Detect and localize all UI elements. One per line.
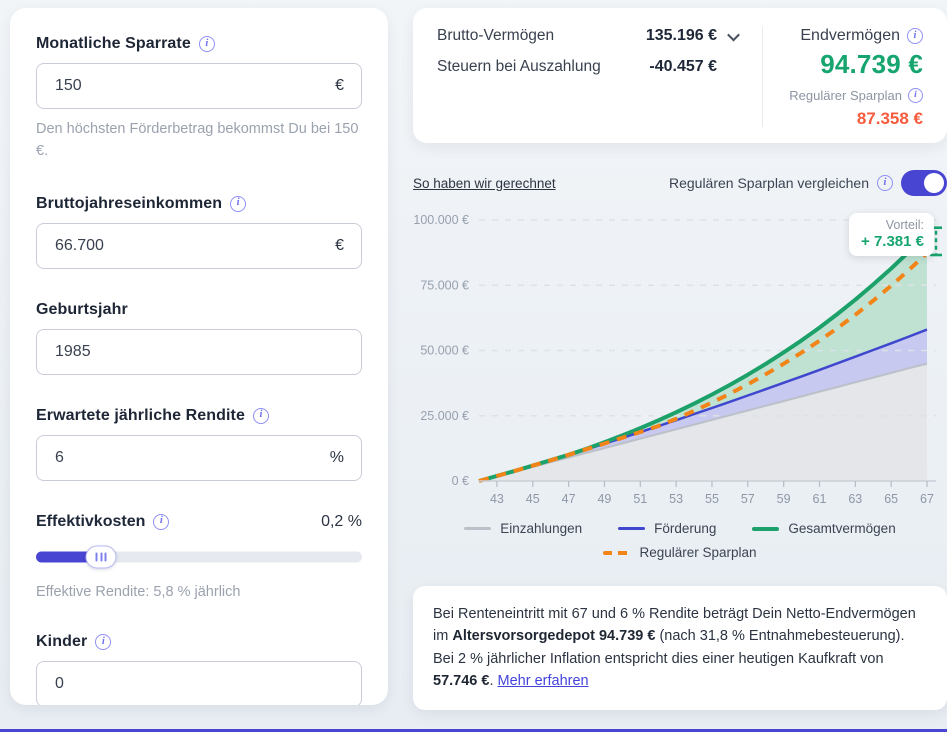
monthly-savings-input[interactable] (36, 63, 362, 109)
monthly-savings-help: Den höchsten Förderbetrag bekommst Du be… (36, 121, 359, 159)
legend-swatch (618, 527, 646, 530)
advantage-label: Vorteil: (885, 218, 924, 232)
advantage-value: + 7.381 € (861, 233, 924, 250)
slider-fill (36, 551, 102, 562)
how-calculated-link[interactable]: So haben wir gerechnet (413, 175, 556, 191)
toggle-knob (924, 173, 944, 193)
svg-text:47: 47 (562, 492, 576, 506)
field-expected-return: Erwartete jährliche Rendite i % (36, 407, 362, 481)
legend-item-gesamtvermoegen: Gesamtvermögen (752, 521, 896, 536)
monthly-savings-label: Monatliche Sparrate (36, 35, 191, 52)
percent-unit: % (329, 448, 344, 466)
info-icon[interactable]: i (908, 88, 923, 103)
field-children: Kinder i (36, 633, 362, 705)
expected-return-label: Erwartete jährliche Rendite (36, 406, 245, 424)
expected-return-input[interactable] (36, 434, 362, 481)
bottom-accent-bar (0, 729, 947, 732)
svg-text:55: 55 (705, 492, 719, 506)
explanation-text: Bei Renteneintritt mit 67 und 6 % Rendit… (433, 606, 916, 645)
currency-unit: € (335, 77, 344, 94)
result-explanation: Bei Renteneintritt mit 67 und 6 % Rendit… (433, 603, 927, 693)
info-icon[interactable]: i (198, 36, 215, 52)
legend-label: Regulärer Sparplan (639, 545, 757, 560)
svg-text:53: 53 (669, 492, 683, 506)
wealth-chart: Vorteil: + 7.381 € 0 € 25.000 € 50.000 € 75… (413, 205, 947, 511)
regular-plan-label: Regulärer Sparplan (789, 88, 902, 103)
input-panel: Monatliche Sparrate i € Den höchsten För… (10, 8, 388, 705)
payout-tax-label: Steuern bei Auszahlung (437, 58, 601, 75)
svg-text:25.000 €: 25.000 € (420, 409, 469, 423)
info-icon[interactable]: i (153, 513, 170, 530)
slider-track[interactable] (36, 551, 362, 562)
legend-label: Einzahlungen (500, 521, 583, 536)
birth-year-input[interactable] (36, 328, 362, 375)
info-icon[interactable]: i (877, 175, 893, 191)
info-icon[interactable]: i (230, 195, 247, 212)
field-monthly-savings: Monatliche Sparrate i € Den höchsten För… (36, 35, 362, 163)
field-gross-income: Bruttojahreseinkommen i € (36, 195, 362, 269)
explanation-text: . (489, 673, 498, 690)
explanation-highlight: Altersvorsorgedepot 94.739 € (452, 628, 656, 645)
svg-text:50.000 €: 50.000 € (420, 344, 469, 358)
currency-unit: € (335, 236, 344, 254)
effective-costs-slider[interactable] (36, 545, 362, 568)
svg-text:100.000 €: 100.000 € (413, 213, 469, 227)
svg-text:57: 57 (741, 492, 755, 506)
svg-text:65: 65 (884, 492, 898, 506)
summary-breakdown: Brutto-Vermögen 135.196 € Steuern bei Au… (437, 27, 763, 127)
learn-more-link[interactable]: Mehr erfahren (497, 673, 589, 690)
svg-text:63: 63 (848, 492, 862, 506)
gross-wealth-value: 135.196 € (645, 27, 717, 44)
legend-item-regulaerer-sparplan: Regulärer Sparplan (603, 545, 757, 560)
legend-swatch (603, 550, 631, 555)
summary-card: Brutto-Vermögen 135.196 € Steuern bei Au… (413, 8, 947, 143)
legend-swatch (464, 527, 492, 530)
svg-text:75.000 €: 75.000 € (420, 278, 469, 292)
gross-income-input[interactable] (36, 222, 362, 269)
legend-swatch (752, 526, 780, 531)
field-effective-costs: Effektivkosten i 0,2 % Effektive Rendite… (36, 513, 362, 604)
explanation-text: (nach 31,8 % Entnahmebesteuerung). Bei 2… (433, 628, 905, 667)
regular-plan-value: 87.358 € (856, 109, 923, 128)
svg-text:59: 59 (777, 492, 791, 506)
info-icon[interactable]: i (907, 28, 923, 44)
chart-legend: Einzahlungen Förderung Gesamtvermögen Re… (413, 521, 947, 560)
svg-text:67: 67 (920, 492, 934, 506)
info-icon[interactable]: i (95, 634, 112, 651)
final-wealth-value: 94.739 € (820, 49, 923, 79)
legend-label: Förderung (654, 521, 717, 536)
svg-text:45: 45 (526, 492, 540, 506)
legend-item-einzahlungen: Einzahlungen (464, 521, 582, 536)
compare-toggle[interactable] (901, 170, 947, 196)
summary-result: Endvermögen i 94.739 € Regulärer Sparpla… (763, 27, 923, 128)
birth-year-label: Geburtsjahr (36, 300, 128, 318)
svg-text:0 €: 0 € (452, 474, 469, 488)
svg-text:61: 61 (813, 492, 827, 506)
slider-thumb[interactable] (85, 545, 117, 568)
compare-toggle-label: Regulären Sparplan vergleichen (668, 175, 869, 191)
final-wealth-label: Endvermögen (800, 27, 900, 44)
legend-label: Gesamtvermögen (788, 521, 896, 536)
effective-return-note: Effektive Rendite: 5,8 % jährlich (36, 583, 241, 600)
svg-text:49: 49 (597, 492, 611, 506)
svg-text:51: 51 (633, 492, 647, 506)
gross-wealth-label: Brutto-Vermögen (437, 27, 555, 44)
effective-costs-value: 0,2 % (321, 512, 362, 530)
legend-item-foerderung: Förderung (618, 521, 716, 536)
svg-text:43: 43 (490, 492, 504, 506)
gross-income-label: Bruttojahreseinkommen (36, 194, 223, 212)
result-explanation-card: Bei Renteneintritt mit 67 und 6 % Rendit… (413, 586, 947, 710)
info-icon[interactable]: i (253, 407, 269, 424)
results-column: Brutto-Vermögen 135.196 € Steuern bei Au… (413, 8, 947, 710)
advantage-callout: Vorteil: + 7.381 € (849, 213, 934, 256)
children-label: Kinder (36, 633, 88, 651)
children-input[interactable] (36, 661, 362, 705)
field-birth-year: Geburtsjahr (36, 301, 362, 375)
chevron-down-icon[interactable] (727, 28, 740, 41)
explanation-highlight: 57.746 € (433, 673, 490, 690)
effective-costs-label: Effektivkosten (36, 512, 146, 530)
payout-tax-value: -40.457 € (649, 58, 717, 75)
